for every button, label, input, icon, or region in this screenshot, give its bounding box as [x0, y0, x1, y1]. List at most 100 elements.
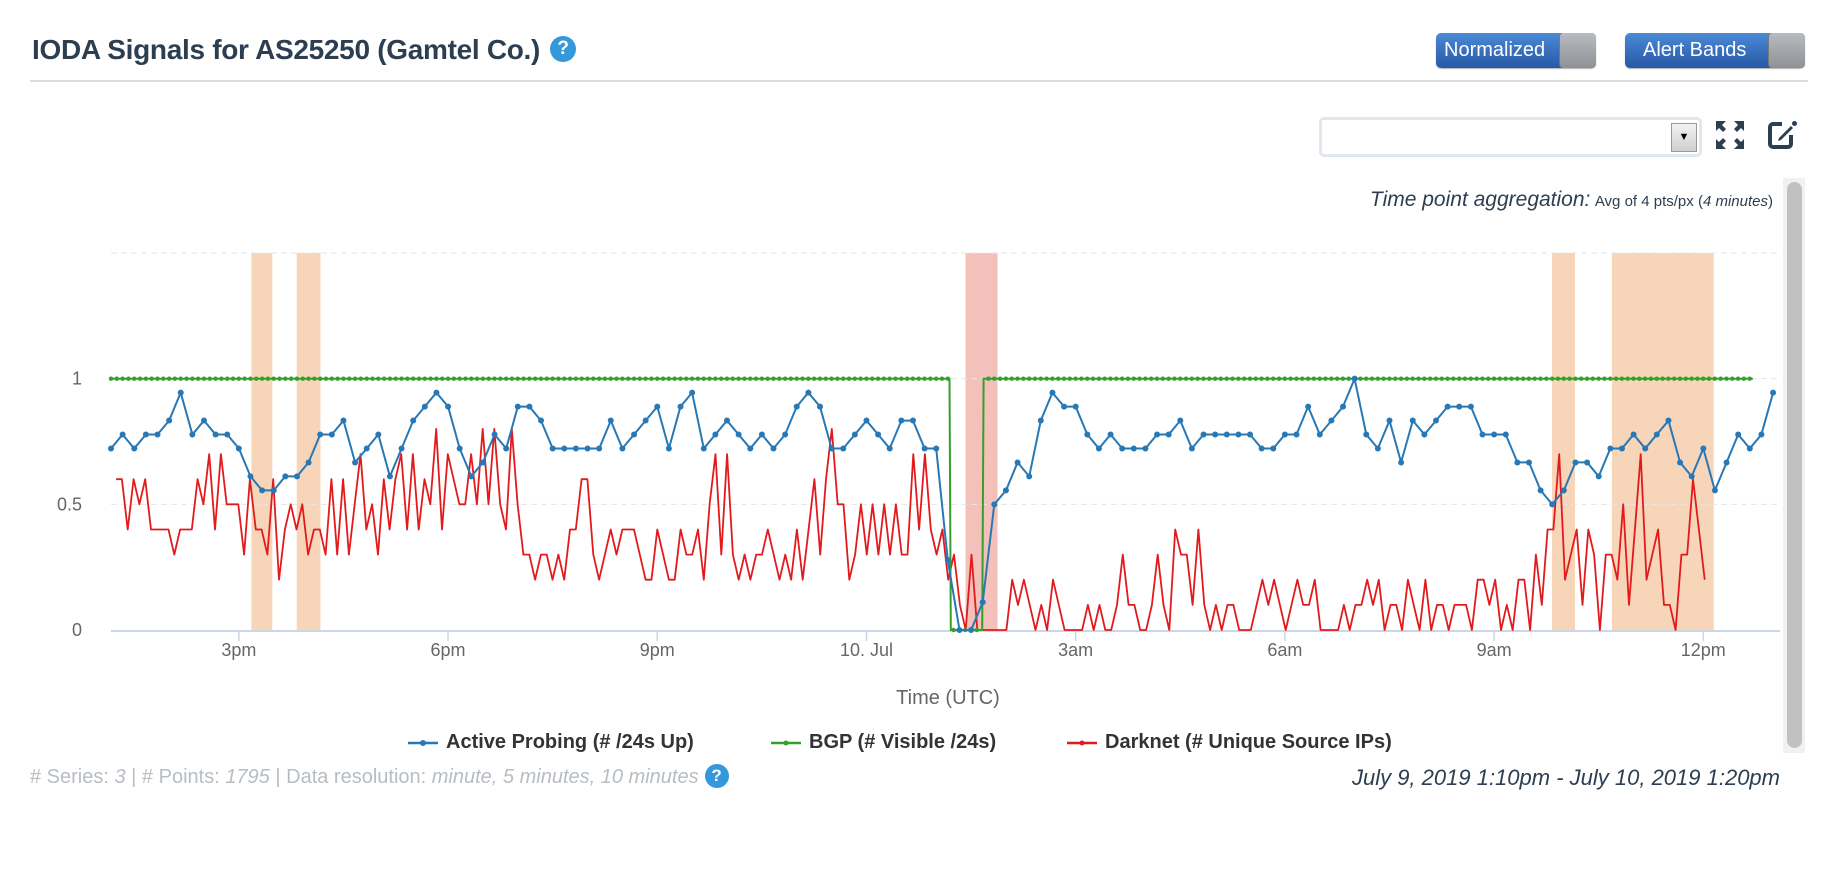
active-probing-point — [1502, 431, 1509, 438]
scrollbar-thumb[interactable] — [1787, 182, 1802, 748]
active-probing-point — [758, 431, 765, 438]
bgp-point — [1061, 376, 1067, 381]
signal-select-dropdown[interactable]: ▼ — [1319, 117, 1702, 157]
date-range: July 9, 2019 1:10pm - July 10, 2019 1:20… — [1351, 765, 1780, 790]
bgp-point — [1602, 376, 1607, 381]
active-probing-point — [875, 431, 882, 438]
bgp-point — [1363, 376, 1369, 381]
active-probing-point — [1235, 431, 1242, 438]
active-probing-point — [224, 431, 231, 438]
bgp-point — [1183, 376, 1189, 381]
active-probing-point — [235, 445, 242, 452]
bgp-point — [736, 376, 741, 381]
bgp-point — [1143, 376, 1148, 381]
bgp-point — [1166, 376, 1171, 381]
active-probing-point — [1607, 445, 1614, 452]
bgp-point — [1671, 376, 1677, 381]
bgp-point — [1701, 376, 1706, 381]
active-probing-point — [665, 445, 672, 452]
active-probing-point — [1386, 417, 1393, 424]
legend-item-bgp[interactable]: BGP (# Visible /24s) — [771, 731, 996, 754]
help-icon[interactable]: ? — [704, 763, 729, 788]
bgp-point — [1056, 376, 1061, 381]
bgp-point — [498, 376, 503, 381]
normalized-toggle[interactable]: Normalized — [1436, 33, 1596, 68]
bgp-point — [1584, 376, 1590, 381]
bgp-point — [817, 376, 823, 381]
chart-stats: # Series: 3 | # Points: 1795 | Data reso… — [30, 763, 729, 789]
chevron-down-icon[interactable]: ▼ — [1671, 123, 1697, 152]
bgp-point — [1044, 376, 1049, 381]
bgp-point — [765, 376, 770, 381]
active-probing-point — [1316, 431, 1323, 438]
legend-label: Active Probing (# /24s Up) — [446, 731, 694, 753]
bgp-point — [474, 376, 480, 381]
bgp-point — [1247, 376, 1253, 381]
legend-bgp-marker-icon — [771, 740, 801, 746]
bgp-point — [916, 376, 921, 381]
bgp-point — [1608, 376, 1613, 381]
bgp-point — [1451, 376, 1456, 381]
bgp-point — [689, 376, 695, 381]
active-probing-point — [363, 445, 370, 452]
legend-active-marker-icon — [408, 739, 438, 746]
bgp-point — [1375, 376, 1381, 381]
active-probing-point — [631, 431, 638, 438]
bgp-point — [1503, 376, 1508, 381]
bgp-point — [440, 376, 445, 381]
bgp-point — [434, 376, 439, 381]
active-probing-point — [944, 557, 951, 564]
bgp-point — [922, 376, 927, 381]
bgp-point — [1666, 376, 1671, 381]
active-probing-point — [154, 431, 161, 438]
alert-bands-toggle[interactable]: Alert Bands — [1625, 33, 1805, 68]
bgp-point — [1189, 376, 1195, 381]
active-probing-point — [1618, 445, 1625, 452]
bgp-point — [707, 376, 712, 381]
bgp-point — [1747, 376, 1752, 381]
bgp-point — [1660, 376, 1665, 381]
bgp-point — [1567, 376, 1572, 381]
bgp-point — [521, 376, 526, 381]
active-probing-point — [352, 459, 359, 466]
bgp-point — [1468, 376, 1473, 381]
active-probing-point — [596, 445, 603, 452]
bgp-point — [1520, 376, 1526, 381]
bgp-point — [1549, 376, 1555, 381]
legend-item-darknet[interactable]: Darknet (# Unique Source IPs) — [1067, 731, 1392, 754]
bgp-point — [1003, 376, 1009, 381]
bgp-point — [777, 376, 782, 381]
bgp-point — [178, 376, 183, 381]
legend-item-active-probing[interactable]: Active Probing (# /24s Up) — [408, 731, 694, 754]
bgp-point — [835, 376, 840, 381]
bgp-point — [945, 376, 950, 381]
bgp-point — [1218, 376, 1224, 381]
bgp-point — [358, 376, 364, 381]
bgp-point — [480, 376, 486, 381]
bgp-point — [893, 376, 898, 381]
bgp-point — [1212, 376, 1218, 381]
active-probing-point — [677, 403, 684, 410]
bgp-point — [1079, 376, 1084, 381]
active-probing-point — [1688, 473, 1695, 480]
active-probing-point — [909, 417, 916, 424]
bgp-point — [1462, 376, 1468, 381]
active-probing-point — [1130, 445, 1137, 452]
bgp-point — [562, 376, 567, 381]
bgp-point — [428, 376, 433, 381]
fullscreen-expand-icon[interactable] — [1714, 118, 1746, 152]
aggregation-value: Avg of 4 pts/px ( — [1594, 193, 1703, 210]
help-icon[interactable]: ? — [550, 35, 577, 62]
edit-icon[interactable] — [1766, 118, 1798, 152]
bgp-point — [1677, 376, 1683, 381]
active-probing-point — [805, 389, 812, 396]
bgp-point — [1271, 376, 1276, 381]
active-probing-point — [712, 431, 719, 438]
bgp-point — [637, 376, 643, 381]
bgp-point — [219, 376, 224, 381]
active-probing-point — [1363, 431, 1370, 438]
active-probing-point — [1642, 445, 1649, 452]
active-probing-point — [1665, 417, 1672, 424]
bgp-point — [614, 376, 619, 381]
bgp-point — [1724, 376, 1729, 381]
